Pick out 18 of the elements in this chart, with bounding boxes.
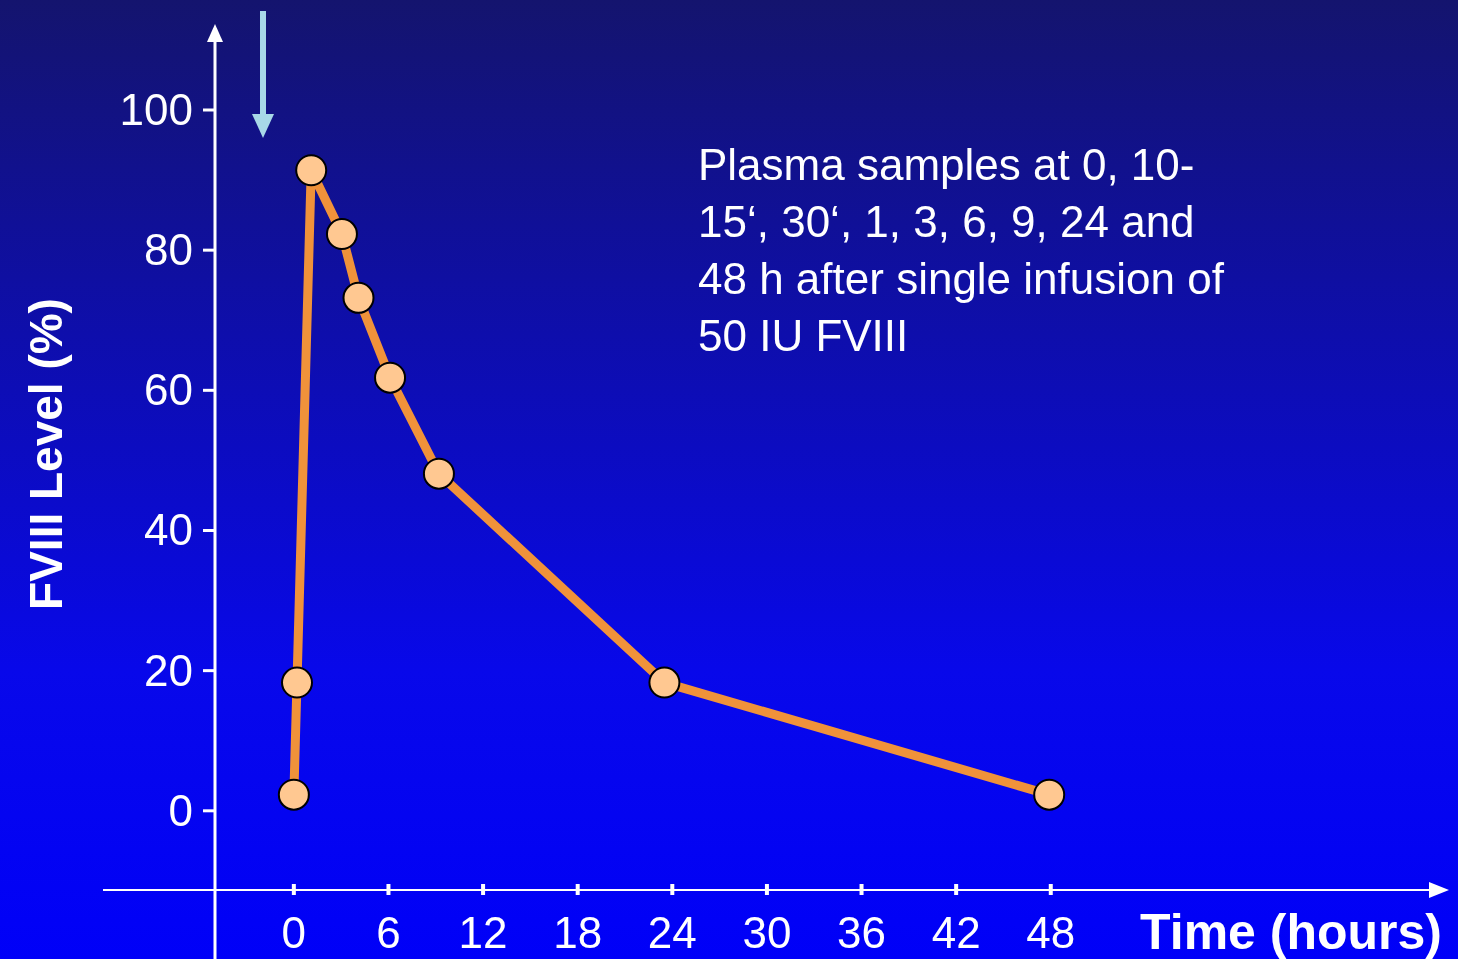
y-tick-label: 100	[119, 85, 193, 134]
y-tick-label: 40	[144, 505, 193, 555]
x-axis-title: Time (hours)	[1140, 904, 1442, 959]
x-tick-label: 6	[376, 908, 401, 957]
x-tick-label: 12	[458, 908, 508, 957]
y-tick-label: 20	[144, 645, 193, 695]
x-tick-label: 24	[647, 908, 697, 957]
x-tick-label: 36	[837, 908, 887, 957]
x-tick-label: 18	[553, 908, 603, 957]
x-tick-label: 30	[742, 908, 792, 957]
y-tick-label: 0	[168, 785, 193, 835]
x-tick-label: 48	[1026, 908, 1076, 957]
y-axis-title: FVIII Level (%)	[20, 298, 72, 610]
y-tick-label: 60	[144, 365, 193, 415]
annotation: Plasma samples at 0, 10- 15‘, 30‘, 1, 3, 6, 9, 24 and 48 h after single infusion of 50 IU FVIII	[698, 140, 1225, 360]
x-tick-label: 0	[281, 908, 307, 957]
y-tick-label: 80	[144, 225, 193, 275]
x-tick-label: 42	[931, 908, 981, 957]
